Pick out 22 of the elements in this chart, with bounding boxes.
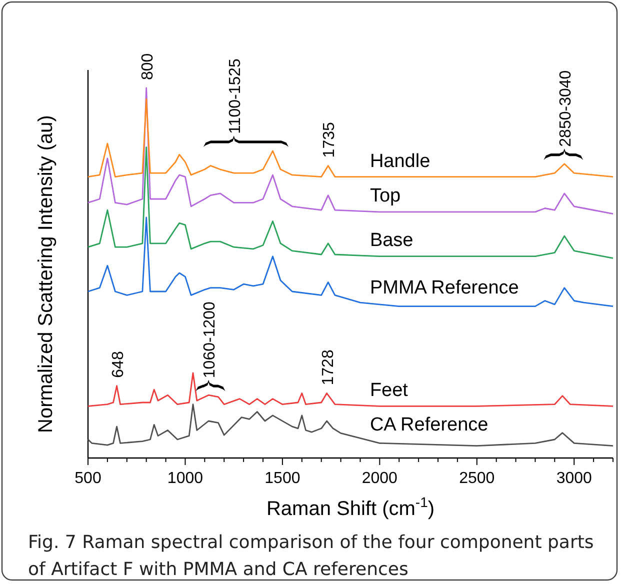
- annotation: 1100-1525: [226, 58, 244, 134]
- x-axis-title: Raman Shift (cm$^{-1}$): [266, 494, 435, 520]
- series-label: CA Reference: [370, 414, 488, 436]
- series-label: Handle: [370, 150, 430, 172]
- series-label: PMMA Reference: [370, 278, 519, 299]
- annotation: 1728: [320, 350, 337, 386]
- annotation: 1060-1200: [202, 301, 219, 378]
- annotation: 1735: [321, 122, 338, 158]
- x-tick-label: 2000: [362, 470, 398, 487]
- y-axis-title: Normalized Scattering Intensity (au): [35, 115, 57, 433]
- series-label: Base: [370, 230, 414, 251]
- caption: Fig. 7 Raman spectral comparison of the four component parts of Artifact F with PMMA and CA references: [28, 532, 594, 580]
- x-tick-label: 1000: [167, 470, 204, 487]
- x-tick-label: 2500: [459, 470, 495, 487]
- x-tick-label: 1500: [264, 470, 300, 487]
- x-tick-label: 500: [74, 470, 102, 487]
- series-label: Feet: [370, 380, 409, 401]
- x-tick-label: 3000: [556, 470, 592, 487]
- series-label: Top: [370, 186, 401, 207]
- annotation: 2850-3040: [557, 70, 574, 147]
- annotation: 800: [139, 53, 156, 80]
- annotation: 648: [110, 351, 127, 378]
